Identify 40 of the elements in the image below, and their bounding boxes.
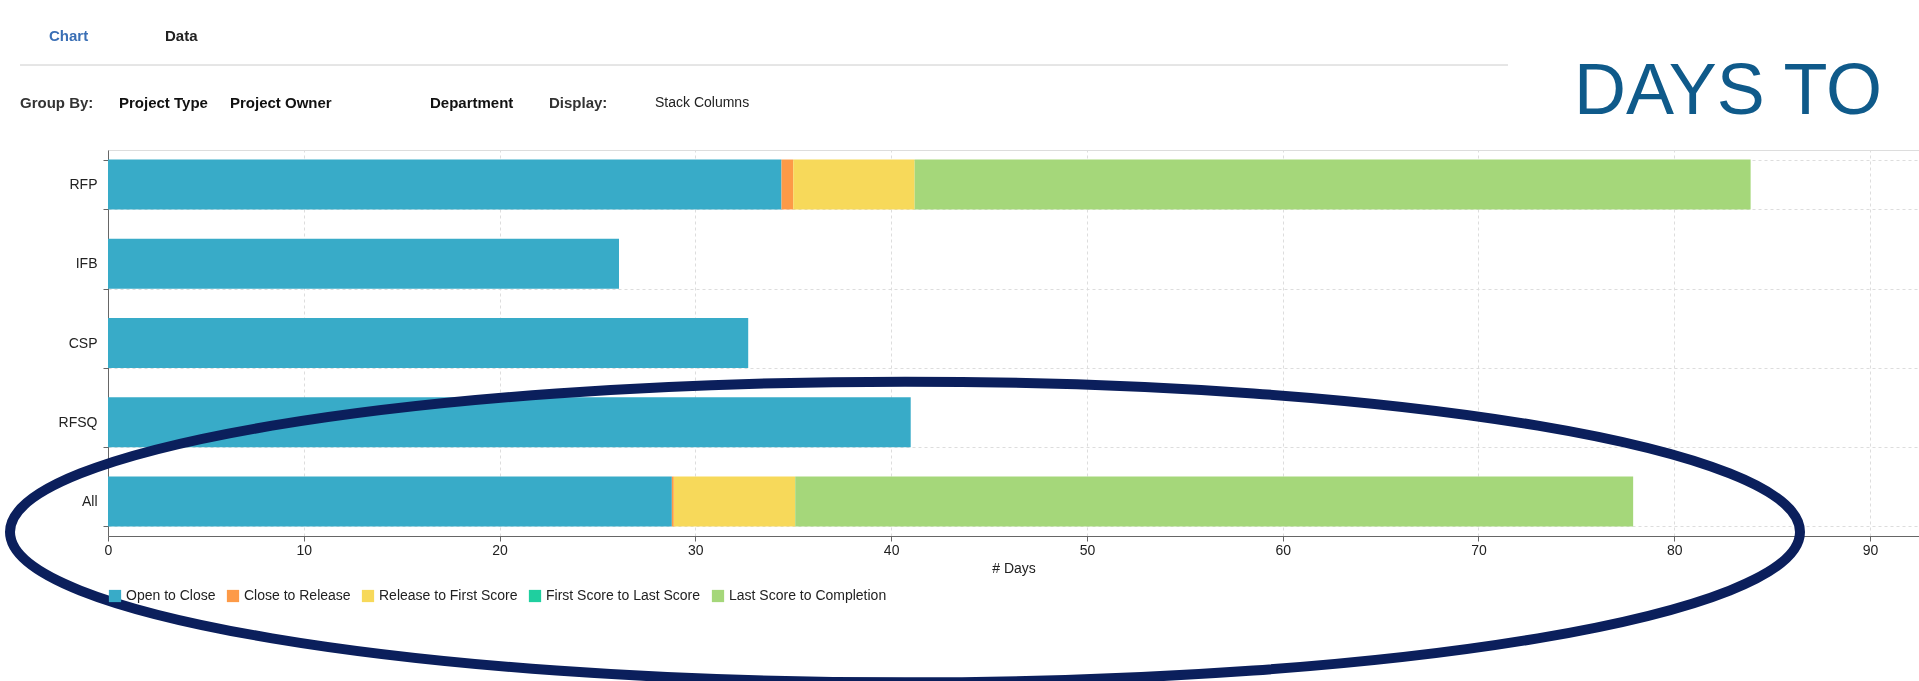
text: Chart	[49, 27, 89, 44]
y-tick-label: All	[81, 493, 98, 510]
x-axis-title: # Days	[992, 559, 1036, 576]
bar	[781, 159, 794, 210]
bar	[108, 159, 782, 210]
legend-label: Close to Release	[244, 587, 351, 603]
legend-label: Open to Close	[126, 587, 216, 603]
x-tick-label: 60	[1275, 541, 1292, 558]
y-tick-label: RFP	[69, 175, 98, 192]
bar	[914, 159, 1751, 210]
legend-label: First Score to Last Score	[546, 587, 701, 603]
x-tick-label: 20	[492, 541, 509, 558]
x-tick-label: 80	[1666, 541, 1683, 558]
text: Project Owner	[230, 94, 332, 111]
bar	[793, 159, 915, 210]
bar	[108, 476, 672, 527]
legend-label: Last Score to Completion	[729, 587, 887, 603]
text: Data	[165, 27, 199, 44]
text: Stack Columns	[655, 94, 750, 110]
x-tick-label: 90	[1862, 541, 1879, 558]
y-tick-label: RFSQ	[58, 413, 98, 430]
text: Department	[430, 94, 514, 111]
bar	[673, 476, 796, 527]
x-tick-label: 10	[296, 541, 313, 558]
legend-label: Release to First Score	[379, 587, 518, 603]
bar	[795, 476, 1634, 527]
x-tick-label: 50	[1079, 541, 1096, 558]
y-tick-label: IFB	[75, 255, 98, 272]
x-tick-label: 30	[688, 541, 704, 558]
x-tick-label: 40	[883, 541, 900, 558]
x-tick-label: 0	[104, 541, 113, 558]
text: Group By:	[20, 94, 94, 111]
text: Display:	[549, 94, 608, 111]
bar	[108, 397, 911, 448]
bar	[108, 238, 619, 289]
text: DAYS TO	[1573, 49, 1883, 129]
bar	[108, 318, 749, 368]
y-tick-label: CSP	[68, 334, 98, 351]
x-tick-label: 70	[1471, 541, 1487, 558]
text: Project Type	[119, 94, 208, 111]
